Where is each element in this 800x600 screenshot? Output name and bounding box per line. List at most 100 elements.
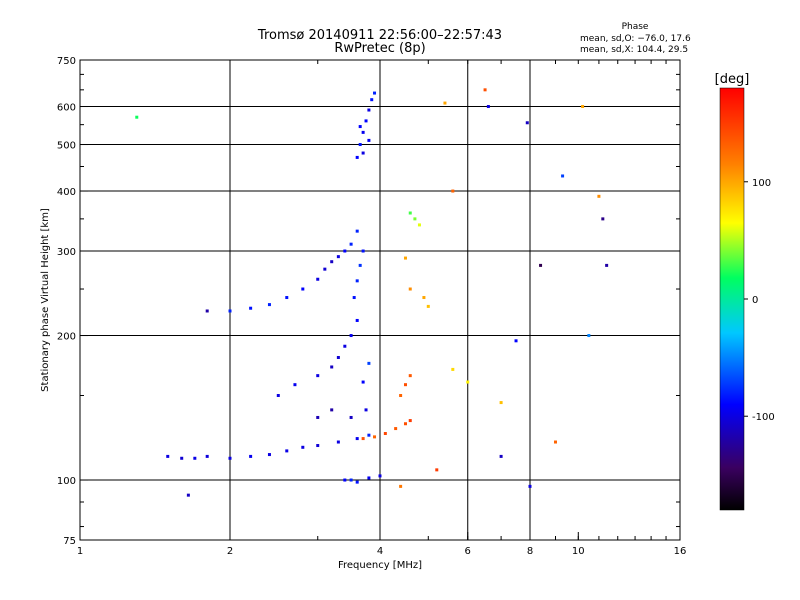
x-axis-label: Frequency [MHz]	[338, 560, 422, 571]
echo-point	[525, 121, 529, 125]
echo-point	[323, 267, 327, 271]
echo-point	[361, 249, 365, 253]
echo-point	[301, 445, 305, 449]
echo-point	[316, 444, 320, 448]
echo-point	[349, 334, 353, 338]
echo-point	[276, 394, 280, 398]
echo-point	[358, 143, 362, 147]
echo-point	[267, 453, 271, 457]
y-tick-label: 500	[57, 141, 76, 152]
x-tick-label: 6	[465, 546, 471, 557]
echo-point	[373, 435, 377, 439]
echo-point	[408, 211, 412, 215]
colorbar-label: [deg]	[715, 72, 750, 87]
echo-point	[186, 493, 190, 497]
echo-point	[285, 296, 289, 300]
grid-lines	[80, 60, 680, 540]
echo-point	[514, 339, 518, 343]
echo-point	[330, 408, 334, 412]
echo-point	[383, 432, 387, 436]
y-tick-label: 200	[57, 332, 76, 343]
echo-point	[349, 478, 353, 482]
echo-point	[394, 427, 398, 431]
echo-point	[358, 263, 362, 267]
echo-point	[597, 194, 601, 198]
x-tick-label: 8	[527, 546, 533, 557]
colorbar-tick-label: 100	[752, 178, 771, 189]
echo-point	[355, 437, 359, 441]
echo-point	[367, 361, 371, 365]
echo-point	[330, 365, 334, 369]
echo-point	[367, 138, 371, 142]
echo-point	[378, 474, 382, 478]
echo-point	[180, 456, 184, 460]
echo-point	[330, 260, 334, 264]
echo-point	[249, 454, 253, 458]
x-tick-label: 1	[77, 546, 83, 557]
echo-point	[349, 242, 353, 246]
echo-point	[249, 306, 253, 310]
echo-point	[166, 454, 170, 458]
echo-point	[228, 309, 232, 313]
echo-point	[352, 296, 356, 300]
phase-stats-x-line: mean, sd,X: 104.4, 29.5	[580, 45, 689, 55]
echo-point	[367, 108, 371, 112]
echo-point	[358, 125, 362, 129]
echo-point	[483, 88, 487, 92]
echo-point	[343, 249, 347, 253]
echo-point	[343, 344, 347, 348]
echo-point	[336, 355, 340, 359]
echo-point	[370, 98, 374, 102]
echo-point	[293, 383, 297, 387]
echo-point	[193, 456, 197, 460]
echo-point	[408, 419, 412, 423]
echo-point	[367, 476, 371, 480]
echo-point	[361, 437, 365, 441]
echo-point	[301, 287, 305, 291]
echo-point	[587, 334, 591, 338]
echo-point	[361, 130, 365, 134]
echo-point	[451, 367, 455, 371]
echo-point	[355, 279, 359, 283]
echo-point	[443, 101, 447, 105]
echo-point	[422, 296, 426, 300]
colorbar-tick-label: 0	[752, 295, 758, 306]
echo-point	[316, 277, 320, 281]
y-tick-label: 600	[57, 103, 76, 114]
y-tick-label: 300	[57, 247, 76, 258]
echo-point	[408, 287, 412, 291]
echo-point	[343, 478, 347, 482]
x-tick-label: 16	[674, 546, 687, 557]
echo-point	[528, 484, 532, 488]
echo-point	[601, 217, 605, 221]
echo-point	[399, 394, 403, 398]
echo-point	[605, 263, 609, 267]
y-tick-label: 400	[57, 187, 76, 198]
chart-title: Tromsø 20140911 22:56:00–22:57:43	[257, 28, 503, 43]
echo-point	[539, 263, 543, 267]
echo-point	[228, 456, 232, 460]
x-tick-label: 2	[227, 546, 233, 557]
echo-point	[336, 440, 340, 444]
echo-point	[135, 115, 139, 119]
echo-point	[403, 256, 407, 260]
phase-stats-o-line: mean, sd,O: −76.0, 17.6	[580, 34, 691, 44]
echo-point	[355, 318, 359, 322]
echo-points	[135, 88, 609, 497]
echo-point	[267, 303, 271, 307]
x-tick-label: 10	[572, 546, 585, 557]
y-axis-label: Stationary phase Virtual Height [km]	[40, 208, 51, 392]
phase-stats-heading: Phase	[621, 22, 649, 32]
echo-point	[355, 480, 359, 484]
echo-point	[486, 105, 490, 109]
echo-point	[581, 105, 585, 109]
echo-point	[413, 217, 417, 221]
echo-point	[561, 174, 565, 178]
chart-subtitle: RwPretec (8p)	[334, 41, 426, 56]
colorbar: -100 0 100 [deg]	[715, 72, 775, 511]
echo-point	[316, 415, 320, 419]
echo-point	[355, 229, 359, 233]
echo-point	[285, 449, 289, 453]
echo-point	[364, 119, 368, 123]
